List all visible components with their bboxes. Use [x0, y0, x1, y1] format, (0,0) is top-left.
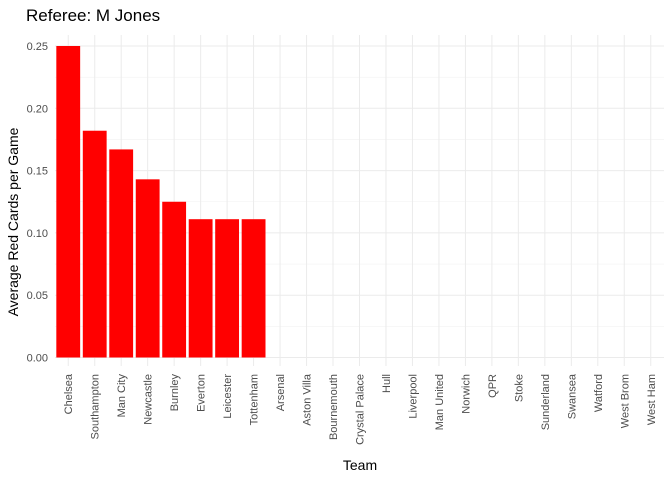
bar — [135, 179, 160, 358]
bar — [162, 201, 187, 358]
bars — [56, 46, 266, 358]
x-axis-title: Team — [343, 457, 377, 473]
x-tick-label: Crystal Palace — [355, 374, 367, 445]
y-tick-label: 0.00 — [27, 353, 48, 365]
x-tick-label: Stoke — [513, 374, 525, 402]
y-tick-label: 0.25 — [27, 41, 48, 53]
x-tick-label: Bournemouth — [328, 374, 340, 440]
bar — [56, 46, 81, 358]
x-tick-label: Southampton — [90, 374, 102, 439]
y-tick-label: 0.20 — [27, 103, 48, 115]
x-tick-label: West Ham — [646, 374, 658, 425]
bar — [215, 219, 240, 358]
y-tick-label: 0.10 — [27, 228, 48, 240]
x-axis-ticks: Chelsea Southampton Man City Newcastle Burnl… — [63, 373, 658, 445]
x-tick-label: Arsenal — [275, 374, 287, 411]
y-axis-title: Average Red Cards per Game — [5, 127, 21, 316]
x-tick-label: West Brom — [619, 374, 631, 428]
x-tick-label: Chelsea — [63, 373, 75, 414]
x-tick-label: Swansea — [566, 373, 578, 419]
y-tick-label: 0.05 — [27, 290, 48, 302]
x-tick-label: Sunderland — [540, 374, 552, 430]
chart-title: Referee: M Jones — [26, 6, 160, 25]
bar — [82, 130, 107, 358]
x-tick-label: Burnley — [169, 374, 181, 412]
x-tick-label: Watford — [593, 374, 605, 412]
x-tick-label: QPR — [487, 374, 499, 398]
x-tick-label: Aston Villa — [302, 373, 314, 426]
x-tick-label: Hull — [381, 374, 393, 393]
x-tick-label: Tottenham — [249, 374, 261, 425]
x-tick-label: Norwich — [460, 374, 472, 414]
x-tick-label: Leicester — [222, 374, 234, 419]
x-tick-label: Everton — [196, 374, 208, 412]
x-tick-label: Man United — [434, 374, 446, 430]
x-tick-label: Liverpool — [407, 374, 419, 419]
bar — [188, 219, 213, 358]
x-tick-label: Newcastle — [143, 374, 155, 425]
bar — [241, 219, 266, 358]
x-tick-label: Man City — [116, 374, 128, 418]
bar — [109, 149, 134, 358]
y-tick-label: 0.15 — [27, 166, 48, 178]
y-axis-ticks: 0.00 0.05 0.10 0.15 0.20 0.25 — [27, 41, 48, 365]
